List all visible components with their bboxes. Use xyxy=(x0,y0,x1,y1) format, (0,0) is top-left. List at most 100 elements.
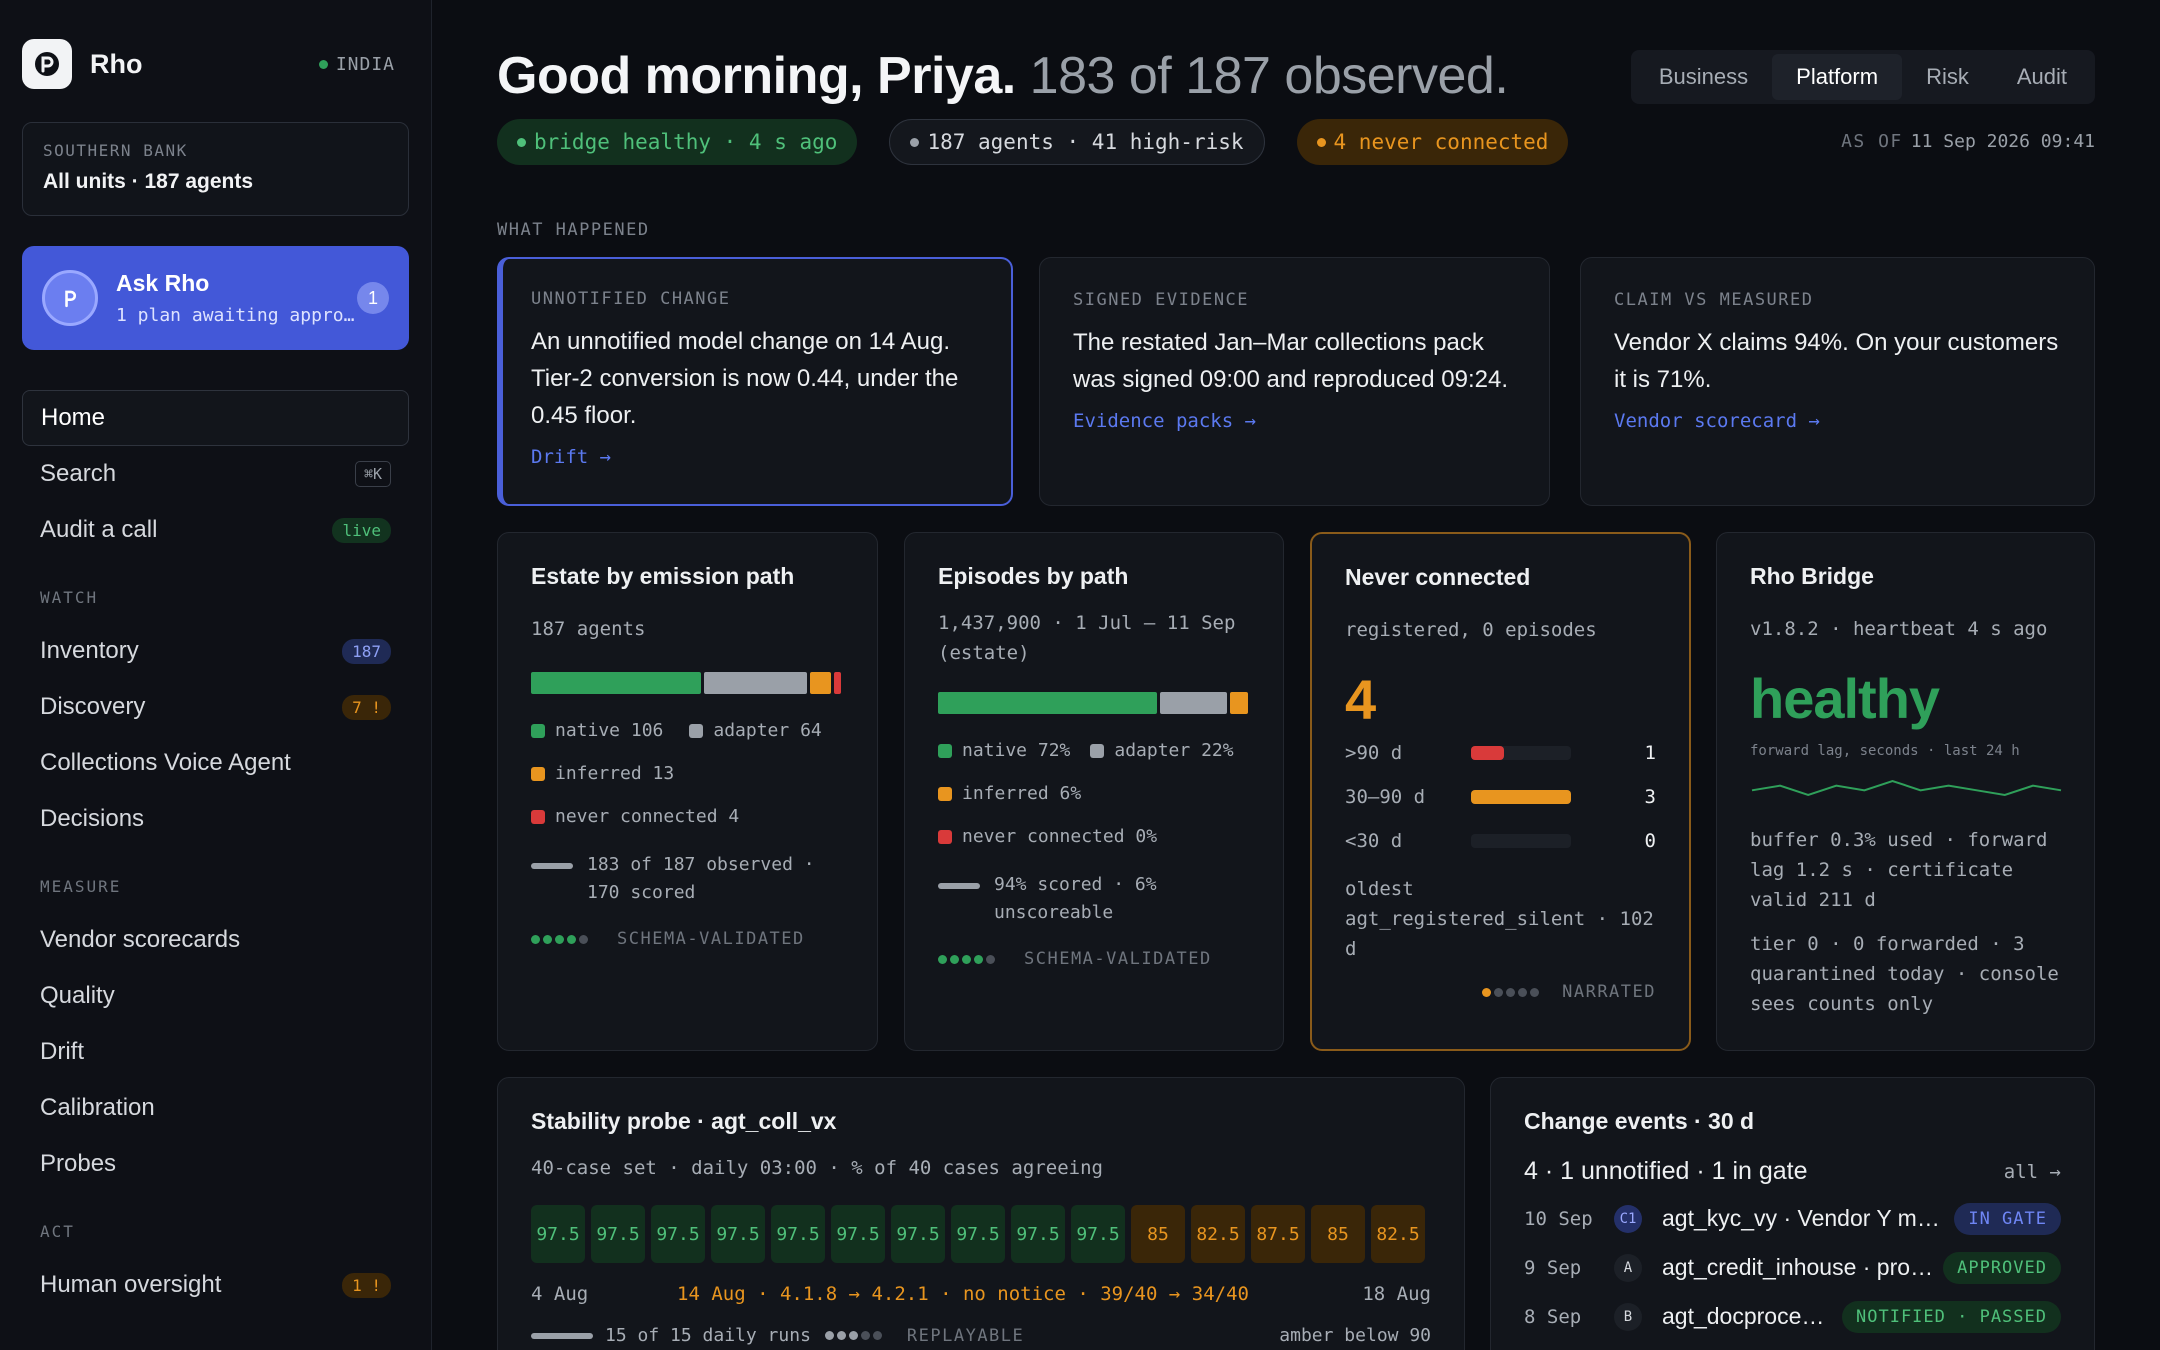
inferred-swatch xyxy=(938,786,952,801)
legend-inferred: inferred 6% xyxy=(962,783,1082,804)
stack-segment-inferred xyxy=(1230,692,1248,714)
probe-cell[interactable]: 97.5 xyxy=(531,1205,585,1263)
sidebar-item-collections-voice-agent[interactable]: Collections Voice Agent xyxy=(22,735,409,791)
event-card-unnotified-change[interactable]: UNNOTIFIED CHANGE An unnotified model ch… xyxy=(497,257,1013,506)
probe-cell[interactable]: 97.5 xyxy=(591,1205,645,1263)
region-indicator[interactable]: INDIA xyxy=(318,54,395,75)
probe-cell[interactable]: 82.5 xyxy=(1191,1205,1245,1263)
probe-cell[interactable]: 85 xyxy=(1311,1205,1365,1263)
page-title: Good morning, Priya. 183 of 187 observed… xyxy=(497,46,1509,106)
age-bar xyxy=(1471,790,1571,804)
sidebar-item-probes[interactable]: Probes xyxy=(22,1136,409,1192)
scored-bar-icon xyxy=(938,883,980,889)
episodes-footnote: 94% scored · 6% unscoreable xyxy=(938,871,1250,927)
sidebar-item-label: Calibration xyxy=(40,1094,155,1121)
bridge-state: healthy xyxy=(1750,667,1940,730)
stability-probe-card[interactable]: Stability probe · agt_coll_vx 40-case se… xyxy=(497,1077,1465,1350)
probe-cell[interactable]: 97.5 xyxy=(711,1205,765,1263)
legend-row: native 106 adapter 64 xyxy=(531,720,844,741)
probe-footnote: 15 of 15 daily runs REPLAYABLE amber bel… xyxy=(531,1325,1431,1346)
probe-change-annotation: 14 Aug · 4.1.8 → 4.2.1 · no notice · 39/… xyxy=(677,1283,1249,1305)
observed-bar-icon xyxy=(531,863,573,869)
sidebar-item-label: Audit a call xyxy=(40,516,158,543)
ask-rho-button[interactable]: Ask Rho 1 plan awaiting approval 1 xyxy=(22,246,409,350)
sidebar-item-decisions[interactable]: Decisions xyxy=(22,791,409,847)
episodes-stacked-bar xyxy=(938,692,1251,714)
nav-section-measure: MEASURE xyxy=(40,877,122,896)
sidebar-item-label: Discovery xyxy=(40,693,146,720)
vendor-scorecard-link[interactable]: Vendor scorecard → xyxy=(1614,410,1820,432)
agents-pill[interactable]: 187 agents · 41 high-risk xyxy=(889,119,1265,165)
probe-cell[interactable]: 97.5 xyxy=(651,1205,705,1263)
drift-link[interactable]: Drift → xyxy=(531,446,612,468)
sidebar-item-drift[interactable]: Drift xyxy=(22,1024,409,1080)
forward-lag-sparkline xyxy=(1751,779,2062,797)
probe-cell[interactable]: 97.5 xyxy=(771,1205,825,1263)
sidebar-item-search[interactable]: Search ⌘K xyxy=(22,446,409,502)
change-tier-chip: A xyxy=(1614,1253,1642,1282)
event-card-claim-vs-measured[interactable]: CLAIM VS MEASURED Vendor X claims 94%. O… xyxy=(1580,257,2095,506)
list-item[interactable]: 10 Sep C1 agt_kyc_vy · Vendor Y model up… xyxy=(1524,1194,2061,1243)
card-title: Rho Bridge xyxy=(1750,563,1874,589)
estate-emission-card[interactable]: Estate by emission path 187 agents nativ… xyxy=(497,532,878,1051)
age-bar xyxy=(1471,746,1504,760)
list-item[interactable]: 8 Sep B agt_docprocessing · model update… xyxy=(1524,1292,2061,1341)
sparkline-line xyxy=(1751,779,2062,797)
sidebar-item-vendor-scorecards[interactable]: Vendor scorecards xyxy=(22,912,409,968)
legend-row: inferred 13 xyxy=(531,763,844,784)
rho-logo-icon[interactable] xyxy=(22,39,72,89)
evidence-packs-link[interactable]: Evidence packs → xyxy=(1073,410,1257,432)
sidebar-item-human-oversight[interactable]: Human oversight 1 ! xyxy=(22,1257,409,1313)
adapter-swatch xyxy=(1090,743,1105,758)
tab-platform[interactable]: Platform xyxy=(1772,54,1903,100)
sidebar-item-quality[interactable]: Quality xyxy=(22,968,409,1024)
narrated-label: NARRATED xyxy=(1562,982,1656,1002)
sidebar-item-calibration[interactable]: Calibration xyxy=(22,1080,409,1136)
bridge-status-pill[interactable]: bridge healthy · 4 s ago xyxy=(497,119,858,165)
sidebar-item-inventory[interactable]: Inventory 187 xyxy=(22,623,409,679)
pill-text: bridge healthy · 4 s ago xyxy=(534,130,838,154)
all-changes-link[interactable]: all → xyxy=(2003,1160,2061,1183)
tab-audit[interactable]: Audit xyxy=(2016,64,2067,89)
card-title: Change events · 30 d xyxy=(1524,1108,1755,1134)
episodes-path-card[interactable]: Episodes by path 1,437,900 · 1 Jul – 11 … xyxy=(904,532,1284,1051)
estate-footnote: 183 of 187 observed · 170 scored xyxy=(531,851,844,907)
tab-business[interactable]: Business xyxy=(1658,64,1749,89)
sidebar-nav: Home Search ⌘K Audit a call live WATCH Inv… xyxy=(22,390,409,1313)
sidebar-item-label: Probes xyxy=(40,1150,117,1177)
sparkline-label: forward lag, seconds · last 24 h xyxy=(1750,743,2020,759)
probe-cell[interactable]: 82.5 xyxy=(1371,1205,1425,1263)
legend-row: inferred 6% xyxy=(938,783,1250,804)
sidebar-item-audit-a-call[interactable]: Audit a call live xyxy=(22,502,409,558)
sidebar-item-label: Human oversight xyxy=(40,1271,222,1298)
sidebar-item-label: Drift xyxy=(40,1038,84,1065)
probe-cell[interactable]: 97.5 xyxy=(831,1205,885,1263)
oldest-agent: oldest agt_registered_silent · 102 d xyxy=(1345,878,1654,960)
org-selector[interactable]: SOUTHERN BANK All units · 187 agents xyxy=(22,122,409,216)
age-count: 3 xyxy=(1644,786,1656,808)
probe-cell[interactable]: 97.5 xyxy=(1011,1205,1065,1263)
probe-cell[interactable]: 87.5 xyxy=(1251,1205,1305,1263)
probe-cell[interactable]: 97.5 xyxy=(951,1205,1005,1263)
probe-cell[interactable]: 97.5 xyxy=(891,1205,945,1263)
legend-row: native 72% adapter 22% xyxy=(938,740,1250,761)
rho-avatar-icon xyxy=(42,270,98,326)
sidebar-item-discovery[interactable]: Discovery 7 ! xyxy=(22,679,409,735)
shortcut-badge: ⌘K xyxy=(354,461,391,487)
event-card-signed-evidence[interactable]: SIGNED EVIDENCE The restated Jan–Mar col… xyxy=(1039,257,1550,506)
legend-adapter: adapter 64 xyxy=(713,720,822,741)
tab-risk[interactable]: Risk xyxy=(1926,64,1969,89)
never-connected-card[interactable]: Never connected registered, 0 episodes 4… xyxy=(1310,532,1691,1051)
list-item[interactable]: 9 Sep A agt_credit_inhouse · prompt revi… xyxy=(1524,1243,2061,1292)
status-dot xyxy=(910,137,920,147)
sidebar-item-label: Decisions xyxy=(40,805,145,832)
change-name: agt_credit_inhouse · prompt revision xyxy=(1662,1254,1933,1280)
never-connected-pill[interactable]: 4 never connected xyxy=(1296,119,1569,165)
probe-cell[interactable]: 85 xyxy=(1131,1205,1185,1263)
sidebar-item-home[interactable]: Home xyxy=(22,390,409,446)
change-events-card[interactable]: Change events · 30 d 4 · 1 unnotified · … xyxy=(1490,1077,2095,1350)
probe-cell[interactable]: 97.5 xyxy=(1071,1205,1125,1263)
change-date: 10 Sep xyxy=(1524,1207,1593,1230)
probe-runs: 15 of 15 daily runs xyxy=(605,1325,811,1346)
rho-bridge-card[interactable]: Rho Bridge v1.8.2 · heartbeat 4 s ago he… xyxy=(1716,532,2095,1051)
